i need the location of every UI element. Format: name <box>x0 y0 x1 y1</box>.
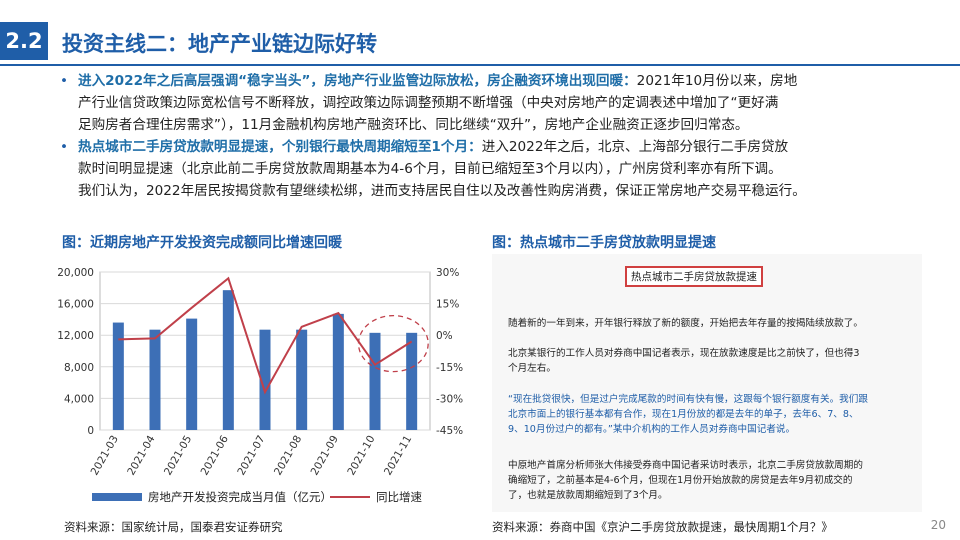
bullet-marker: • <box>60 73 69 89</box>
investment-chart: 0 4,000 8,000 12,000 16,000 20,000 -45% -30% -15… <box>57 267 463 504</box>
bar <box>332 313 344 430</box>
bar <box>406 332 418 430</box>
left-axis-tick-label: 8,000 <box>64 362 94 374</box>
bullet-marker: • <box>60 139 69 155</box>
x-axis-tick-label: 2021-06 <box>199 433 231 477</box>
x-axis-tick-label: 2021-05 <box>162 434 194 478</box>
bullet-2-highlight: 热点城市二手房贷放款明显提速，个别银行最快周期缩短至1个月： <box>78 139 482 155</box>
article-quote-paragraph: “现在批贷很快，但是过户完成尾款的时间有快有慢，这跟每个银行额度有关。我们跟 北京… <box>508 394 868 435</box>
bar <box>369 332 381 430</box>
article-paragraph: 中原地产首席分析师张大伟接受券商中国记者采访时表示，北京二手房贷放款周期的 确缩短… <box>508 460 863 501</box>
figure-left-source: 资料来源：国家统计局，国泰君安证券研究 <box>64 520 283 534</box>
figure-right-title: 图：热点城市二手房贷放款明显提速 <box>492 235 716 251</box>
bar <box>112 322 124 430</box>
left-axis-tick-label: 20,000 <box>57 267 94 279</box>
bullet-1: • 进入2022年之后高层强调“稳字当头”，房地产行业监管边际放松，房企融资环境出… <box>60 70 926 92</box>
left-axis-tick-label: 4,000 <box>64 393 94 405</box>
body-text: • 进入2022年之后高层强调“稳字当头”，房地产行业监管边际放松，房企融资环境出… <box>60 70 926 202</box>
right-axis-tick-label: -45% <box>436 425 463 437</box>
figure-right-source: 资料来源：券商中国《京沪二手房贷放款提速，最快周期1个月？》 <box>492 520 833 534</box>
bar <box>186 318 198 430</box>
bullet-2-line-2: 款时间明显提速（北京此前二手房贷放款周期基本为4-6个月，目前已缩短至3个月以内… <box>78 161 782 177</box>
section-number-badge: 2.2 <box>0 22 48 60</box>
news-article-screenshot: 热点城市二手房贷放款提速 随着新的一年到来，开年银行释放了新的额度，开始把去年存… <box>492 254 922 512</box>
x-axis-tick-label: 2021-09 <box>309 434 341 478</box>
right-axis-tick-label: -15% <box>436 362 463 374</box>
header-divider <box>0 64 960 66</box>
growth-line <box>118 276 413 395</box>
legend-bar-label: 房地产开发投资完成当月值（亿元） <box>148 490 332 504</box>
bar <box>259 329 271 430</box>
right-axis-tick-label: 30% <box>436 267 459 279</box>
highlight-ellipse <box>357 314 429 373</box>
right-axis-tick-label: -30% <box>436 393 463 405</box>
bullet-1-highlight: 进入2022年之后高层强调“稳字当头”，房地产行业监管边际放松，房企融资环境出现… <box>78 73 637 89</box>
bullet-2: • 热点城市二手房贷放款明显提速，个别银行最快周期缩短至1个月：进入2022年之后… <box>60 136 926 158</box>
legend-bar-swatch <box>92 493 142 501</box>
article-headline: 热点城市二手房贷放款提速 <box>625 266 763 287</box>
bar <box>222 290 234 430</box>
left-axis-tick-label: 0 <box>87 425 94 437</box>
x-axis-tick-label: 2021-07 <box>235 434 267 478</box>
legend-line-label: 同比增速 <box>376 490 422 504</box>
x-axis-tick-label: 2021-11 <box>382 434 414 478</box>
bullet-2-line-1: 进入2022年之后，北京、上海部分银行二手房贷放 <box>481 139 789 155</box>
right-axis-tick-label: 0% <box>436 330 453 342</box>
x-axis-tick-label: 2021-03 <box>89 434 121 478</box>
figure-left-title: 图：近期房地产开发投资完成额同比增速回暖 <box>62 235 342 251</box>
bullet-1-line-1: 2021年10月份以来，房地 <box>636 73 798 89</box>
right-axis-tick-label: 15% <box>436 299 459 311</box>
bar <box>149 329 161 430</box>
left-axis-tick-label: 16,000 <box>57 299 94 311</box>
bullet-1-line-3: 足购房者合理住房需求”），11月金融机构房地产融资环比、同比继续“双升”，房地产… <box>78 117 749 133</box>
left-axis-tick-label: 12,000 <box>57 330 94 342</box>
bar <box>296 329 308 430</box>
x-axis-tick-label: 2021-04 <box>125 433 157 477</box>
closing-line: 我们认为，2022年居民按揭贷款有望继续松绑，进而支持居民自住以及改善性购房消费… <box>78 183 806 199</box>
bullet-1-line-2: 产行业信贷政策边际宽松信号不断释放，调控政策边际调整预期不断增强（中央对房地产的… <box>78 95 779 111</box>
page-number: 20 <box>930 518 946 532</box>
article-paragraph: 北京某银行的工作人员对券商中国记者表示，现在放款速度是比之前快了，但也得3 个月左… <box>508 348 860 374</box>
page-title: 投资主线二：地产产业链边际好转 <box>62 32 377 56</box>
article-paragraph: 随着新的一年到来，开年银行释放了新的额度，开始把去年存量的按揭陆续放款了。 <box>508 318 863 329</box>
x-axis-tick-label: 2021-10 <box>345 434 377 478</box>
x-axis-tick-label: 2021-08 <box>272 434 304 478</box>
